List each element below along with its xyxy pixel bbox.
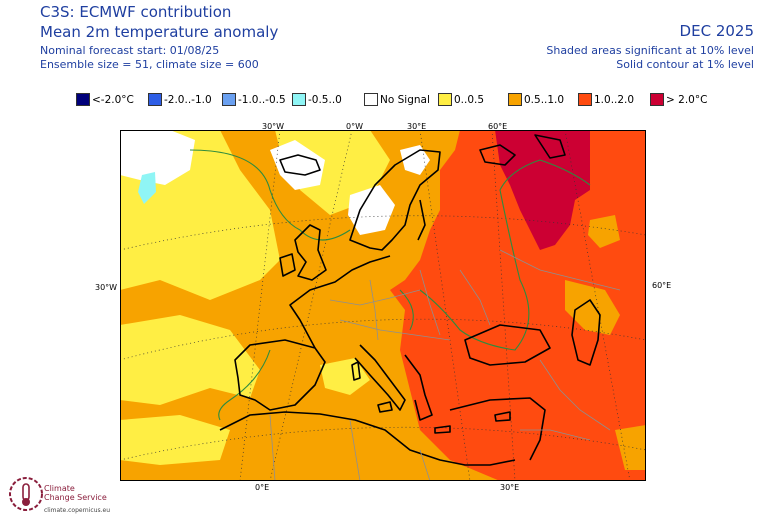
- no-signal-area: [270, 140, 325, 190]
- contour-note: Solid contour at 1% level: [616, 58, 754, 71]
- logo-line2: Change Service: [44, 493, 107, 502]
- legend-item: > 2.0°C: [650, 93, 707, 106]
- coastline: [219, 134, 601, 466]
- map-frame: [120, 130, 646, 481]
- legend-swatch: [508, 93, 522, 106]
- legend-item: 0..0.5: [438, 93, 484, 106]
- legend-item: 1.0..2.0: [578, 93, 634, 106]
- logo-url: climate.copernicus.eu: [44, 507, 111, 514]
- country-borders: [269, 249, 621, 481]
- anomaly-shading-0-0p5: [120, 315, 260, 405]
- anomaly-map: [120, 130, 646, 481]
- lon-label-bottom: 0°E: [255, 483, 270, 492]
- legend-item: -0.5..0: [292, 93, 342, 106]
- legend-swatch: [578, 93, 592, 106]
- anomaly-shading-neg0p5-0: [138, 172, 156, 204]
- legend-label: <-2.0°C: [92, 93, 134, 106]
- chart-title: C3S: ECMWF contribution: [40, 3, 232, 21]
- anomaly-shading-0p5-1p0: [615, 425, 646, 470]
- lon-label-top: 60°E: [488, 122, 508, 131]
- legend-label: -0.5..0: [308, 93, 342, 106]
- legend-item: No Signal: [364, 93, 430, 106]
- anomaly-shading-0-0p5: [320, 358, 370, 395]
- valid-month: DEC 2025: [679, 22, 754, 40]
- legend-swatch: [222, 93, 236, 106]
- no-signal-area: [348, 185, 395, 235]
- legend-label: > 2.0°C: [666, 93, 708, 106]
- lat-label-right: 60°E: [652, 281, 672, 290]
- legend-label: -2.0..-1.0: [164, 93, 212, 106]
- legend-label: 0.5..1.0: [524, 93, 565, 106]
- legend-label: No Signal: [380, 93, 430, 106]
- ensemble-size-text: Ensemble size = 51, climate size = 600: [40, 58, 259, 71]
- logo-text: Climate Change Service: [44, 484, 107, 502]
- legend-swatch: [292, 93, 306, 106]
- legend-label: -1.0..-0.5: [238, 93, 286, 106]
- lon-label-top: 0°W: [346, 122, 363, 131]
- significance-note: Shaded areas significant at 10% level: [546, 44, 754, 57]
- anomaly-shading-0p5-1p0: [588, 215, 620, 248]
- legend-item: 0.5..1.0: [508, 93, 564, 106]
- legend-swatch: [438, 93, 452, 106]
- legend-item: <-2.0°C: [76, 93, 134, 106]
- legend-swatch: [76, 93, 90, 106]
- copernicus-logo-icon: [9, 477, 43, 511]
- legend-label: 1.0..2.0: [594, 93, 635, 106]
- anomaly-shading-0-0p5: [120, 415, 230, 465]
- anomaly-shading-gt2p0: [495, 130, 590, 250]
- lon-label-top: 30°W: [262, 122, 285, 131]
- forecast-start-text: Nominal forecast start: 01/08/25: [40, 44, 220, 57]
- legend-label: 0..0.5: [454, 93, 485, 106]
- logo-line1: Climate: [44, 484, 75, 493]
- legend-swatch: [364, 93, 378, 106]
- lon-label-bottom: 30°E: [500, 483, 520, 492]
- legend-item: -1.0..-0.5: [222, 93, 286, 106]
- chart-subtitle: Mean 2m temperature anomaly: [40, 23, 279, 41]
- anomaly-shading-1p0-2p0: [390, 130, 646, 481]
- no-signal-area: [400, 145, 430, 175]
- anomaly-shading-0p5-1p0: [565, 280, 620, 335]
- legend-item: -2.0..-1.0: [148, 93, 212, 106]
- legend-swatch: [148, 93, 162, 106]
- lon-label-top: 30°E: [407, 122, 427, 131]
- legend-swatch: [650, 93, 664, 106]
- no-signal-area: [120, 130, 195, 185]
- lat-label-left: 30°W: [95, 283, 118, 292]
